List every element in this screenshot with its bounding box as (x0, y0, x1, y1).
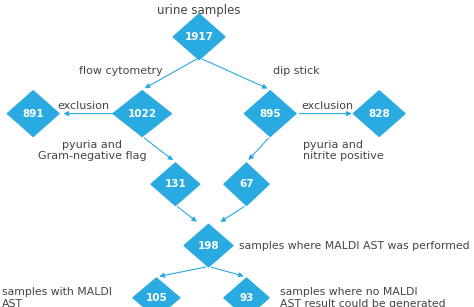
Text: samples where no MALDI
AST result could be generated: samples where no MALDI AST result could … (280, 287, 445, 307)
Polygon shape (7, 91, 59, 137)
Text: 198: 198 (198, 241, 219, 251)
Polygon shape (224, 163, 269, 206)
Text: urine samples: urine samples (157, 4, 241, 17)
Text: 131: 131 (164, 179, 186, 189)
Polygon shape (224, 278, 269, 307)
Polygon shape (151, 163, 200, 206)
Text: 1022: 1022 (128, 109, 157, 119)
Polygon shape (113, 91, 172, 137)
Text: samples with MALDI
AST: samples with MALDI AST (2, 287, 112, 307)
Text: 828: 828 (368, 109, 390, 119)
Text: dip stick: dip stick (273, 66, 319, 76)
Text: 1917: 1917 (184, 32, 214, 42)
Text: pyuria and
nitrite positive: pyuria and nitrite positive (303, 140, 384, 161)
Text: 895: 895 (259, 109, 281, 119)
Text: exclusion: exclusion (57, 101, 109, 111)
Text: flow cytometry: flow cytometry (79, 66, 163, 76)
Text: 67: 67 (239, 179, 254, 189)
Polygon shape (353, 91, 405, 137)
Polygon shape (184, 224, 233, 267)
Text: 93: 93 (239, 293, 254, 303)
Polygon shape (244, 91, 296, 137)
Text: exclusion: exclusion (301, 101, 353, 111)
Text: pyuria and
Gram-negative flag: pyuria and Gram-negative flag (38, 140, 147, 161)
Text: 105: 105 (146, 293, 167, 303)
Text: 891: 891 (22, 109, 44, 119)
Polygon shape (133, 278, 180, 307)
Polygon shape (173, 14, 225, 60)
Text: samples where MALDI AST was performed: samples where MALDI AST was performed (239, 241, 470, 251)
